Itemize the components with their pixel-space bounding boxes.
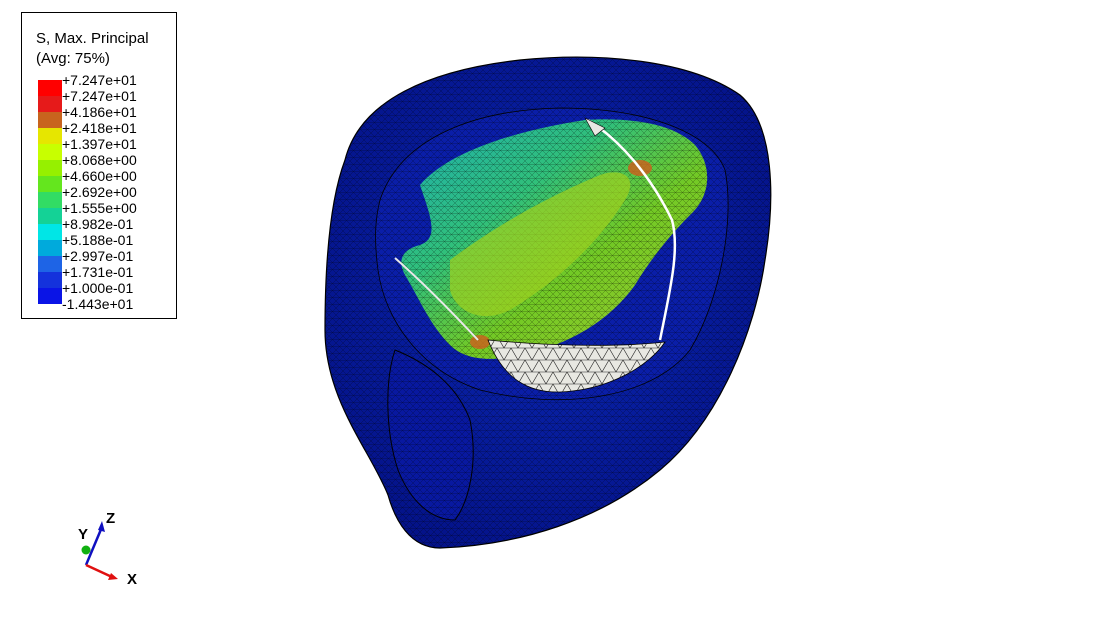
legend-swatch: [38, 144, 62, 160]
y-axis-label: Y: [78, 526, 89, 543]
legend-value: +7.247e+01: [62, 88, 137, 104]
exposed-void-small: [584, 117, 606, 137]
z-axis-arrowhead: [98, 521, 105, 532]
legend-value: +4.186e+01: [62, 104, 137, 120]
legend-value: +1.731e-01: [62, 264, 134, 280]
legend-swatch: [38, 192, 62, 208]
legend-value: +8.068e+00: [62, 152, 137, 168]
y-axis-dot: [81, 545, 91, 555]
x-axis-label: X: [127, 571, 138, 588]
legend-swatch: [38, 288, 62, 304]
legend-swatch: [38, 160, 62, 176]
stress-legend: S, Max. Principal (Avg: 75%) +7.247e+01 +…: [21, 12, 177, 319]
z-axis-arrow: [84, 526, 104, 566]
z-axis-label: Z: [106, 510, 116, 527]
legend-swatch: [38, 112, 62, 128]
legend-swatch: [38, 256, 62, 272]
axis-triad: Z Y X: [70, 505, 150, 595]
legend-swatch: [38, 128, 62, 144]
legend-value: +4.660e+00: [62, 168, 137, 184]
legend-value: +1.000e-01: [62, 280, 134, 296]
legend-subtitle: (Avg: 75%): [36, 50, 110, 67]
stress-hotspot-lower: [470, 335, 490, 349]
axis-triad-graphic: [81, 521, 118, 580]
legend-swatch: [38, 208, 62, 224]
legend-value: +5.188e-01: [62, 232, 134, 248]
legend-swatch: [38, 176, 62, 192]
legend-swatch: [38, 224, 62, 240]
legend-value: +8.982e-01: [62, 216, 134, 232]
legend-value: -1.443e+01: [62, 296, 134, 312]
x-axis-arrow: [85, 563, 113, 579]
legend-swatch: [38, 272, 62, 288]
legend-value: +1.555e+00: [62, 200, 137, 216]
legend-swatch: [38, 96, 62, 112]
legend-value: +2.418e+01: [62, 120, 137, 136]
legend-swatch: [38, 80, 62, 96]
crack-line: [587, 118, 677, 341]
legend-swatch: [38, 240, 62, 256]
legend-color-bar: [38, 80, 62, 304]
x-axis-arrowhead: [108, 573, 118, 580]
legend-value: +1.397e+01: [62, 136, 137, 152]
legend-value: +2.692e+00: [62, 184, 137, 200]
legend-value: +7.247e+01: [62, 72, 137, 88]
legend-value: +2.997e-01: [62, 248, 134, 264]
legend-title: S, Max. Principal: [36, 30, 149, 47]
